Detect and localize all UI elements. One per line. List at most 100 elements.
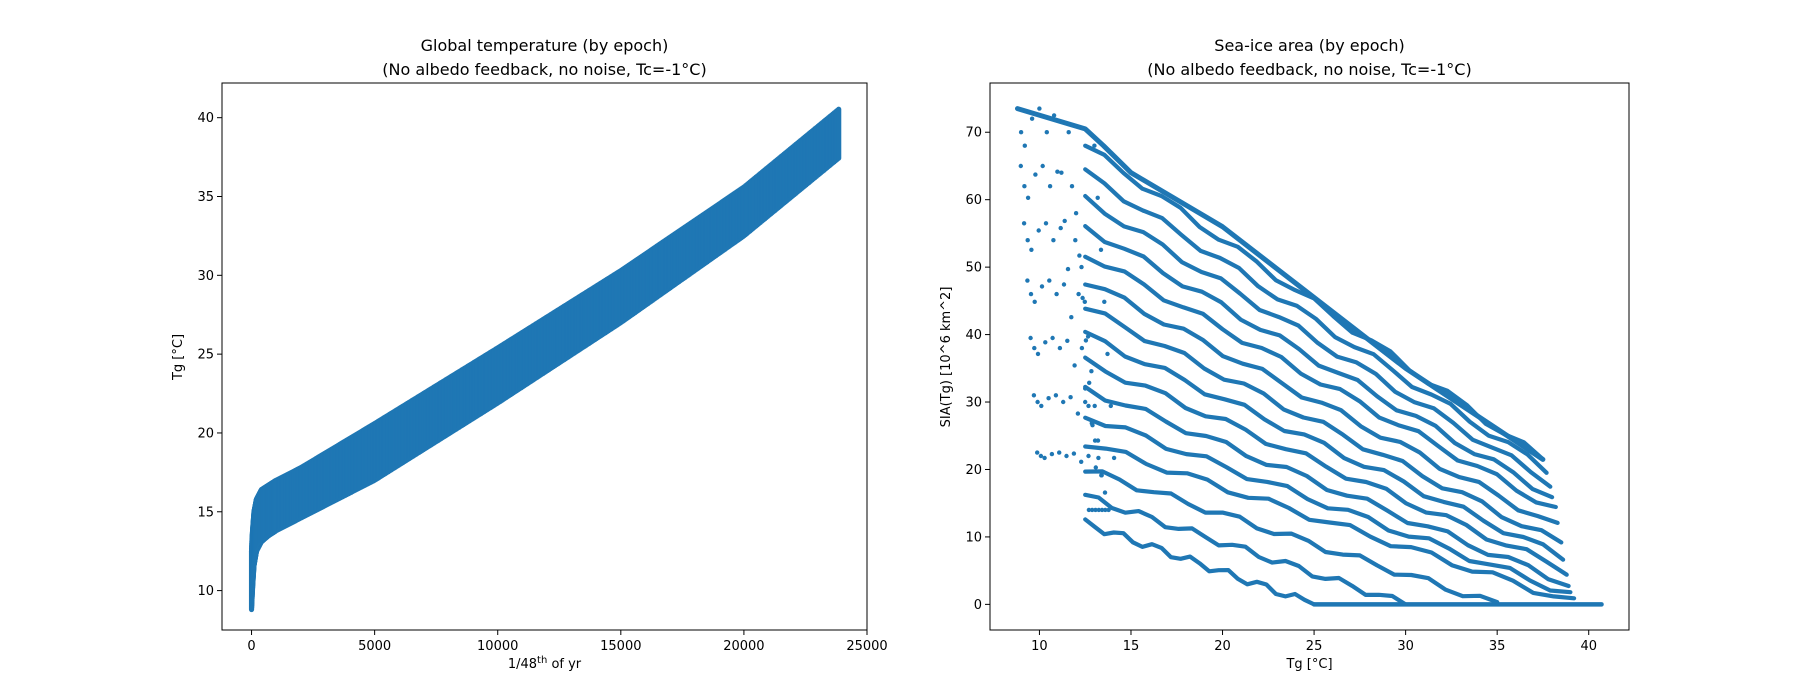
data-point <box>1050 335 1055 341</box>
data-point <box>1028 291 1034 297</box>
data-point <box>1079 264 1084 270</box>
data-point <box>1082 299 1088 304</box>
data-point <box>1044 130 1050 135</box>
temperature-plot-area: 0 5000 10000 15000 20000 25000 10 15 20 25 30 35 40 <box>197 82 888 654</box>
data-point <box>1095 195 1100 200</box>
temperature-y-tick-label: 30 <box>197 269 214 284</box>
data-point <box>1058 225 1063 231</box>
data-point <box>1093 465 1099 470</box>
sea-ice-chart-title-line1: Sea-ice area (by epoch) <box>1214 36 1404 55</box>
data-point <box>1065 338 1070 343</box>
data-point <box>1106 507 1111 513</box>
data-point <box>1069 315 1074 320</box>
data-point <box>1043 340 1048 345</box>
data-point <box>1102 490 1108 495</box>
temperature-axes-frame <box>221 82 868 631</box>
temperature-y-tick-label: 25 <box>197 348 214 363</box>
sea-ice-y-axis-label: SIA(Tg) [10^6 km^2] <box>939 287 954 428</box>
temperature-chart-title-line2: (No albedo feedback, no noise, Tc=-1°C) <box>382 60 706 79</box>
data-point <box>1055 169 1060 174</box>
data-point <box>1051 113 1057 118</box>
temperature-y-axis-label: Tg [°C] <box>171 334 186 381</box>
trajectory-line <box>1083 415 1573 595</box>
data-point <box>1080 295 1085 301</box>
trajectory-line <box>1083 224 1555 500</box>
data-point <box>1035 351 1041 357</box>
data-point <box>1083 338 1089 343</box>
trajectory-line <box>1083 469 1500 605</box>
trajectory-line <box>1083 193 1553 489</box>
sea-ice-axes-frame <box>989 82 1630 631</box>
sea-ice-y-tick-label: 40 <box>965 328 982 343</box>
data-point <box>1054 291 1059 297</box>
trajectory-line <box>1083 282 1560 526</box>
data-point <box>1099 473 1104 478</box>
data-point <box>1057 450 1062 455</box>
data-point <box>1057 345 1063 351</box>
temperature-y-tick-label: 20 <box>197 426 214 441</box>
data-point <box>1064 453 1069 459</box>
data-point <box>1033 172 1038 177</box>
data-point <box>1065 266 1071 272</box>
data-point <box>1028 335 1033 341</box>
data-point <box>1090 507 1095 513</box>
data-point <box>1035 450 1040 455</box>
sea-ice-y-tick-label: 60 <box>965 193 982 208</box>
sea-ice-x-tick-label: 25 <box>1306 639 1323 654</box>
data-point <box>1096 455 1101 461</box>
data-point <box>1025 195 1031 200</box>
data-point <box>1037 106 1042 111</box>
data-point <box>1039 403 1044 409</box>
data-point <box>1092 438 1098 443</box>
data-point <box>1086 453 1091 459</box>
temperature-chart: Global temperature (by epoch) (No albedo… <box>171 36 888 672</box>
sea-ice-y-tick-label: 70 <box>965 126 982 141</box>
data-point <box>1073 211 1079 216</box>
data-point <box>1075 411 1081 416</box>
temperature-x-axis-label: 1/48th of yr <box>508 655 582 672</box>
sea-ice-x-tick-label: 35 <box>1489 639 1506 654</box>
data-point <box>1061 282 1067 287</box>
data-point <box>1072 363 1077 368</box>
data-point <box>1061 399 1066 405</box>
sea-ice-x-tick-label: 10 <box>1031 639 1048 654</box>
data-point <box>1092 403 1097 409</box>
data-point <box>1025 278 1030 283</box>
data-point <box>1099 507 1105 513</box>
data-point <box>1025 238 1030 243</box>
sea-ice-y-tick-label: 20 <box>965 463 982 478</box>
data-point <box>1036 228 1041 233</box>
data-point <box>1047 278 1052 283</box>
data-point <box>1086 507 1092 513</box>
sea-ice-y-tick-label: 30 <box>965 396 982 411</box>
sea-ice-y-tick-label: 50 <box>965 261 982 276</box>
data-point <box>1098 247 1104 252</box>
trajectory-line <box>1083 492 1408 607</box>
data-point <box>1108 403 1114 409</box>
data-point <box>1040 163 1045 169</box>
data-point <box>1066 130 1071 135</box>
sea-ice-y-tick-label: 0 <box>974 598 982 613</box>
data-point <box>1039 284 1045 289</box>
data-point <box>1079 345 1085 351</box>
sea-ice-x-tick-label: 15 <box>1123 639 1140 654</box>
sea-ice-series <box>1015 106 1604 607</box>
temperature-x-tick-label: 20000 <box>723 639 764 654</box>
data-point <box>1089 421 1095 426</box>
sea-ice-x-tick-label: 20 <box>1214 639 1231 654</box>
data-point <box>1053 393 1059 398</box>
trajectory-line <box>1083 306 1564 545</box>
data-point <box>1038 453 1044 459</box>
trajectory-line <box>1083 517 1317 607</box>
data-point <box>1022 143 1027 148</box>
data-point <box>1103 507 1108 513</box>
data-point <box>1046 396 1051 401</box>
data-point <box>1018 163 1023 169</box>
temperature-x-tick-label: 15000 <box>600 639 641 654</box>
data-point <box>1029 116 1035 121</box>
data-point <box>1089 369 1094 374</box>
temperature-y-tick-label: 35 <box>197 190 214 205</box>
temperature-x-tick-label: 0 <box>247 639 255 654</box>
data-point <box>1068 395 1073 400</box>
